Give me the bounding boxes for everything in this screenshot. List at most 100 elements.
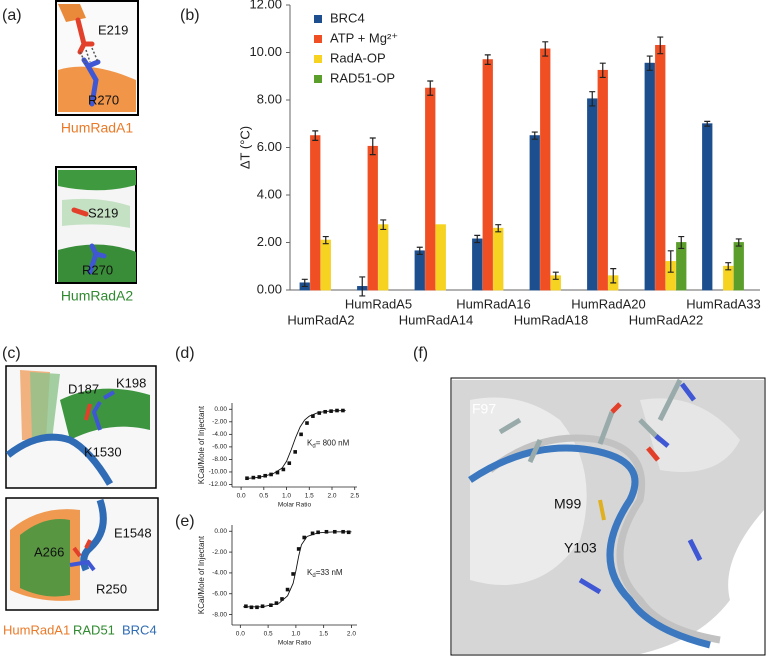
x-tick-label: HumRadA18 [514, 312, 588, 327]
fit-line [243, 531, 352, 608]
y-tick-label: -6.00 [212, 444, 227, 451]
x-tick-label: HumRadA2 [287, 312, 354, 327]
residue-label: D187 [68, 381, 99, 396]
annotation-part: d [312, 443, 315, 449]
y-axis-title: KCal/Mole of Injectant [197, 405, 206, 484]
fit-line [245, 410, 346, 479]
y-tick-label: -4.00 [212, 570, 227, 577]
x-tick-label: 2.0 [327, 493, 336, 500]
error-bar [380, 219, 387, 231]
residue-label: R270 [82, 262, 113, 277]
data-point [299, 432, 303, 437]
legend-label: BRC4 [330, 10, 365, 25]
legend-text: BRC4 [122, 622, 157, 637]
x-tick-label: HumRadA22 [629, 312, 703, 327]
bar [310, 135, 321, 291]
error-bar [735, 238, 742, 247]
error-bar [542, 41, 549, 57]
error-bar [369, 137, 376, 156]
bar [367, 145, 378, 291]
bar [435, 224, 446, 291]
bar [320, 239, 331, 291]
error-bar [301, 278, 308, 288]
y-tick-label: 0.00 [214, 528, 227, 535]
residue-label: K1530 [84, 444, 122, 459]
x-tick-label: 0.5 [259, 493, 268, 500]
data-point [244, 604, 248, 609]
bar [482, 59, 493, 291]
y-tick-label: 12.00 [249, 0, 282, 11]
panel-label: (f) [413, 345, 428, 362]
data-point [285, 587, 290, 592]
residue-label: R250 [96, 581, 127, 596]
data-point [274, 601, 279, 605]
y-tick-label: -8.00 [212, 611, 227, 618]
bar [597, 69, 608, 291]
panel-label: (a) [2, 7, 22, 24]
bar [655, 44, 666, 291]
error-bar [657, 36, 664, 55]
y-tick-label: 6.00 [257, 139, 282, 154]
data-point [316, 530, 320, 535]
bar [733, 242, 744, 291]
legend-swatch [314, 15, 322, 23]
data-point [249, 605, 254, 610]
annotation-part: =33 nM [316, 568, 343, 577]
legend-label: RadA-OP [330, 50, 386, 65]
structure-a-top [55, 0, 139, 116]
x-axis-title: Molar Ratio [278, 502, 312, 509]
residue-label: M99 [554, 496, 581, 512]
legend-text: HumRadA1 [3, 622, 70, 637]
annotation: Kd=33 nM [307, 568, 343, 578]
data-point [281, 467, 286, 472]
error-bar [552, 271, 559, 280]
x-tick-label: HumRadA5 [345, 296, 412, 311]
bar [472, 238, 483, 291]
data-point [305, 421, 309, 425]
caption: HumRadA2 [61, 288, 134, 304]
error-bar [312, 130, 319, 141]
bar [414, 250, 425, 291]
error-bar [610, 268, 617, 284]
y-tick-label: 8.00 [257, 91, 282, 106]
legend-swatch [314, 35, 322, 43]
legend-label: ATP + Mg²⁺ [330, 30, 398, 45]
bar [587, 98, 598, 291]
y-tick-label: 4.00 [257, 186, 282, 201]
panel-label: (e) [175, 513, 195, 530]
caption: HumRadA1 [61, 120, 134, 136]
y-axis-title: ΔT (°C) [237, 126, 252, 169]
legend-label: RAD51-OP [330, 70, 395, 85]
residue-label: F97 [472, 401, 496, 417]
bar [425, 87, 436, 291]
x-tick-label: HumRadA14 [399, 312, 473, 327]
data-point [280, 597, 284, 601]
error-bar [322, 235, 329, 245]
data-point [293, 450, 297, 454]
bar [676, 242, 687, 291]
legend-text: RAD51 [73, 622, 115, 637]
data-point [324, 529, 329, 534]
x-tick-label: HumRadA20 [571, 296, 645, 311]
error-bar [599, 62, 606, 79]
structure-a-bottom [55, 166, 137, 284]
bar [702, 123, 713, 291]
bar [540, 48, 551, 291]
x-axis-title: Molar Ratio [278, 640, 312, 647]
data-point [287, 461, 292, 465]
y-tick-label: 10.00 [249, 44, 282, 59]
data-point [302, 535, 307, 540]
bar [644, 62, 655, 291]
error-bar [725, 262, 732, 271]
bar [378, 224, 389, 291]
x-tick-label: HumRadA16 [456, 296, 530, 311]
panel-label: (b) [180, 7, 200, 24]
residue-label: E219 [98, 22, 128, 37]
y-tick-label: -10.00 [209, 469, 228, 476]
x-tick-label: 2.5 [350, 493, 359, 500]
panel-label: (c) [2, 345, 21, 362]
y-tick-label: -12.00 [209, 481, 228, 488]
data-point [260, 604, 265, 609]
residue-label: Y103 [564, 540, 597, 556]
